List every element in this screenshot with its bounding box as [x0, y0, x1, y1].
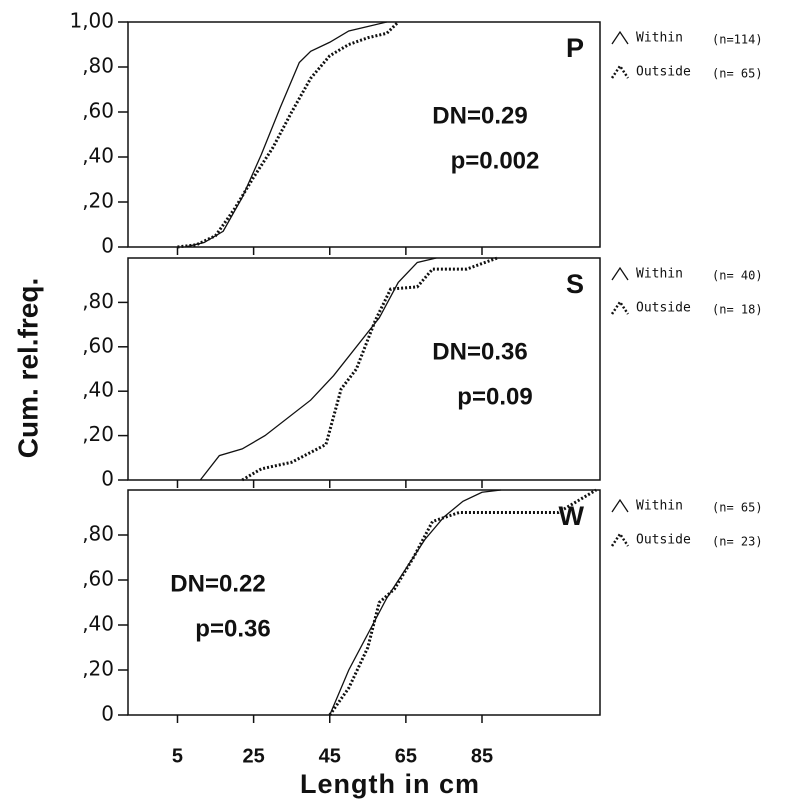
- legend-count: (n= 65): [712, 501, 763, 515]
- y-tick-label: 0: [101, 234, 114, 258]
- stat-p: p=0.09: [457, 383, 532, 410]
- y-tick-label: ,60: [82, 567, 114, 591]
- panel-label: P: [566, 33, 584, 63]
- x-tick-label: 65: [395, 745, 417, 767]
- legend-label: Within: [636, 499, 683, 514]
- legend-symbol: [610, 299, 630, 315]
- y-tick-label: ,60: [82, 99, 114, 123]
- series-line: [241, 256, 498, 482]
- legend-count: (n=114): [712, 33, 763, 47]
- series-line: [328, 488, 597, 716]
- stat-p: p=0.002: [451, 147, 540, 174]
- y-tick-label: 0: [101, 702, 114, 726]
- x-tick-label: 25: [242, 745, 264, 767]
- stat-dn: DN=0.29: [432, 102, 527, 129]
- y-tick-label: ,80: [82, 522, 114, 546]
- x-tick-label: 85: [471, 745, 493, 767]
- series-line: [177, 20, 400, 249]
- legend-symbol: [611, 30, 629, 45]
- legend-symbol: [610, 63, 630, 79]
- y-tick-label: ,60: [82, 333, 114, 357]
- panel-label: S: [566, 269, 584, 299]
- y-axis-label: Cum. rel.freq.: [12, 278, 43, 458]
- series-line: [184, 21, 387, 248]
- legend-symbol: [611, 266, 629, 281]
- stat-dn: DN=0.22: [170, 570, 265, 597]
- panel-label: W: [559, 501, 585, 531]
- x-tick-label: 5: [172, 745, 183, 767]
- x-tick-label: 45: [319, 745, 341, 767]
- legend-symbol: [610, 531, 630, 547]
- x-axis-label: Length in cm: [300, 769, 480, 799]
- legend-label: Outside: [636, 65, 691, 80]
- y-tick-label: ,20: [82, 657, 114, 681]
- legend-label: Within: [636, 31, 683, 46]
- legend-count: (n= 18): [712, 303, 763, 317]
- plot-frame: [127, 21, 601, 248]
- legend-count: (n= 40): [712, 269, 763, 283]
- y-tick-label: ,20: [82, 189, 114, 213]
- y-tick-label: ,80: [82, 289, 114, 313]
- plot-frame: [127, 489, 601, 716]
- y-tick-label: 0: [101, 467, 114, 491]
- legend-label: Outside: [636, 301, 691, 316]
- y-tick-label: ,20: [82, 422, 114, 446]
- legend-label: Within: [636, 267, 683, 282]
- series-line: [199, 257, 437, 481]
- y-tick-label: 1,00: [69, 9, 114, 33]
- stat-dn: DN=0.36: [432, 338, 527, 365]
- y-tick-label: ,40: [82, 378, 114, 402]
- y-tick-label: ,40: [82, 612, 114, 636]
- plot-frame: [127, 257, 601, 481]
- legend-label: Outside: [636, 533, 691, 548]
- stat-p: p=0.36: [195, 615, 270, 642]
- y-tick-label: ,40: [82, 144, 114, 168]
- legend-symbol: [611, 498, 629, 513]
- y-tick-label: ,80: [82, 54, 114, 78]
- series-line: [329, 489, 502, 716]
- legend-count: (n= 65): [712, 67, 763, 81]
- legend-count: (n= 23): [712, 535, 763, 549]
